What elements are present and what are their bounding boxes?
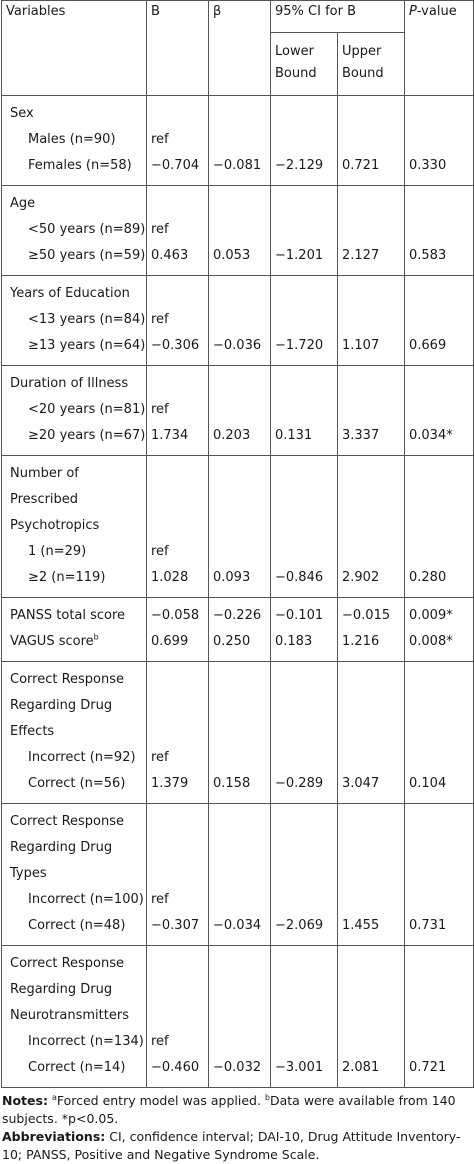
table-row: Incorrect (n=100) ref — [1, 888, 474, 914]
table-row: Regarding Drug — [1, 694, 474, 720]
table-row: ≥20 years (n=67) 1.734 0.203 0.131 3.337 0… — [1, 424, 474, 456]
table-row: Correct (n=56) 1.379 0.158 −0.289 3.047 0.… — [1, 772, 474, 804]
table-row: <20 years (n=81) ref — [1, 398, 474, 424]
notes-line: Notes: aForced entry model was applied. … — [2, 1092, 456, 1126]
table-row: Neurotransmitters — [1, 1004, 474, 1030]
abbreviations-line: Abbreviations: CI, confidence interval; … — [2, 1129, 461, 1162]
table-row: Effects — [1, 720, 474, 746]
table-row: Types — [1, 862, 474, 888]
table-row: Correct Response — [1, 661, 474, 694]
header-ci: 95% CI for B — [270, 0, 405, 33]
table-row: ≥50 years (n=59) 0.463 0.053 −1.201 2.127 … — [1, 244, 474, 276]
table-row: Correct Response — [1, 945, 474, 978]
table-row: Years of Education — [1, 275, 474, 308]
table-row: <50 years (n=89) ref — [1, 218, 474, 244]
header-variables: Variables — [1, 0, 147, 96]
table-row: Prescribed — [1, 488, 474, 514]
table-row: Correct (n=48) −0.307 −0.034 −2.069 1.455 … — [1, 914, 474, 946]
header-b: B — [146, 0, 209, 96]
table-row: <13 years (n=84) ref — [1, 308, 474, 334]
table-row: 1 (n=29) ref — [1, 540, 474, 566]
table-row: Correct (n=14) −0.460 −0.032 −3.001 2.081 … — [1, 1056, 474, 1088]
header-upper-bound: Upper Bound — [337, 32, 405, 96]
table-notes: Notes: aForced entry model was applied. … — [0, 1088, 474, 1164]
table-row: Correct Response — [1, 803, 474, 836]
table-row: Age — [1, 185, 474, 218]
table-row: Incorrect (n=92) ref — [1, 746, 474, 772]
table-row: Psychotropics — [1, 514, 474, 540]
header-lower-bound: Lower Bound — [270, 32, 338, 96]
table-row: Incorrect (n=134) ref — [1, 1030, 474, 1056]
regression-table: Variables B β 95% CI for B P-value Lower… — [1, 0, 474, 1088]
table-row: ≥13 years (n=64) −0.306 −0.036 −1.720 1.10… — [1, 334, 474, 366]
table-row: Number of — [1, 455, 474, 488]
table-row: Regarding Drug — [1, 978, 474, 1004]
header-p-value: P-value — [404, 0, 474, 96]
table-row: VAGUS scoreb 0.699 0.250 0.183 1.216 0.008… — [1, 630, 474, 662]
table-row: Regarding Drug — [1, 836, 474, 862]
table-row: Duration of Illness — [1, 365, 474, 398]
header-beta: β — [208, 0, 271, 96]
table-row: PANSS total score −0.058 −0.226 −0.101 −0.… — [1, 597, 474, 630]
table-row: Sex — [1, 95, 474, 128]
table-row: ≥2 (n=119) 1.028 0.093 −0.846 2.902 0.280 — [1, 566, 474, 598]
table-row: Females (n=58) −0.704 −0.081 −2.129 0.721 … — [1, 154, 474, 186]
table-row: Males (n=90) ref — [1, 128, 474, 154]
